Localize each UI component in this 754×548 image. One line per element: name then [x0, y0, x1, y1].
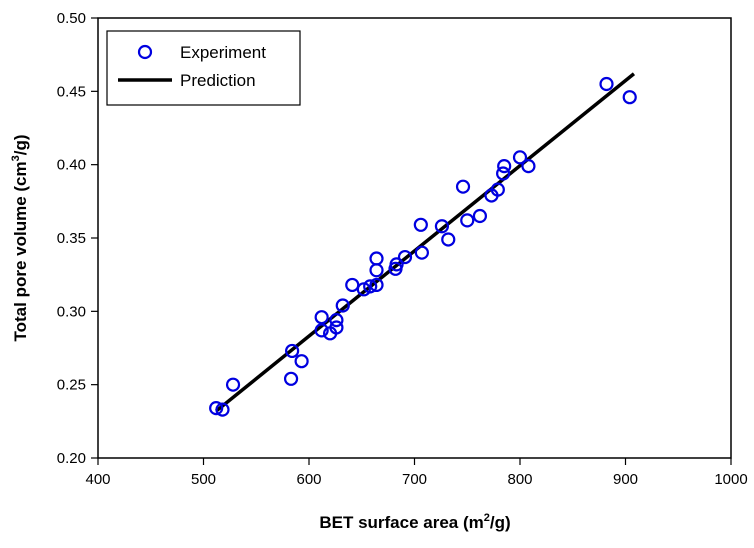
experiment-point [441, 232, 456, 247]
experiment-point [345, 277, 360, 293]
experiment-point [369, 251, 384, 266]
experiment-point [209, 401, 224, 416]
experiment-point [512, 150, 528, 165]
y-tick-label: 0.45 [57, 83, 86, 100]
experiment-point [329, 313, 344, 328]
experiment-point [314, 323, 329, 338]
experiment-point [225, 377, 241, 392]
experiment-point [599, 76, 614, 92]
experiment-point [455, 179, 471, 194]
legend-box [106, 30, 301, 106]
y-tick-label: 0.35 [57, 230, 86, 247]
legend-label-experiment: Experiment [180, 43, 266, 62]
experiment-point [521, 159, 536, 174]
x-tick-label: 700 [402, 471, 427, 488]
y-tick-label: 0.40 [57, 157, 86, 174]
experiment-point [413, 217, 428, 232]
experiment-point [472, 208, 488, 224]
experiment-point [285, 343, 300, 359]
experiment-point [496, 166, 511, 181]
y-tick-label: 0.50 [57, 10, 86, 27]
experiment-point [369, 263, 384, 278]
experiment-point [294, 354, 309, 369]
y-axis-label: Total pore volume (cm3/g) [10, 134, 30, 341]
experiment-point [490, 182, 505, 197]
legend-label-prediction: Prediction [180, 71, 256, 90]
x-tick-label: 500 [191, 471, 216, 488]
x-tick-label: 1000 [714, 471, 747, 488]
experiment-point [283, 371, 299, 386]
experiment-point [335, 298, 350, 313]
experiment-point [497, 159, 512, 174]
experiment-point [622, 90, 637, 105]
experiment-point [314, 310, 329, 325]
x-tick-label: 600 [296, 471, 321, 488]
experiment-point [363, 279, 378, 294]
experiment-point [369, 277, 384, 293]
x-tick-label: 900 [613, 471, 638, 488]
y-tick-label: 0.25 [57, 377, 86, 394]
experiment-point [460, 213, 475, 228]
experiment-point [215, 402, 230, 417]
experiment-point [389, 257, 404, 272]
legend-marker-experiment [137, 44, 153, 60]
prediction-line [215, 72, 636, 413]
x-axis-label: BET surface area (m2/g) [319, 512, 510, 532]
y-tick-label: 0.30 [57, 303, 86, 320]
y-tick-label: 0.20 [57, 450, 86, 467]
legend: Experiment Prediction [106, 30, 301, 106]
experiment-point [414, 245, 429, 260]
x-tick-label: 800 [507, 471, 532, 488]
x-tick-label: 400 [85, 471, 110, 488]
experiment-point [329, 320, 344, 335]
experiment-point [397, 249, 413, 265]
experiment-point [434, 219, 450, 234]
